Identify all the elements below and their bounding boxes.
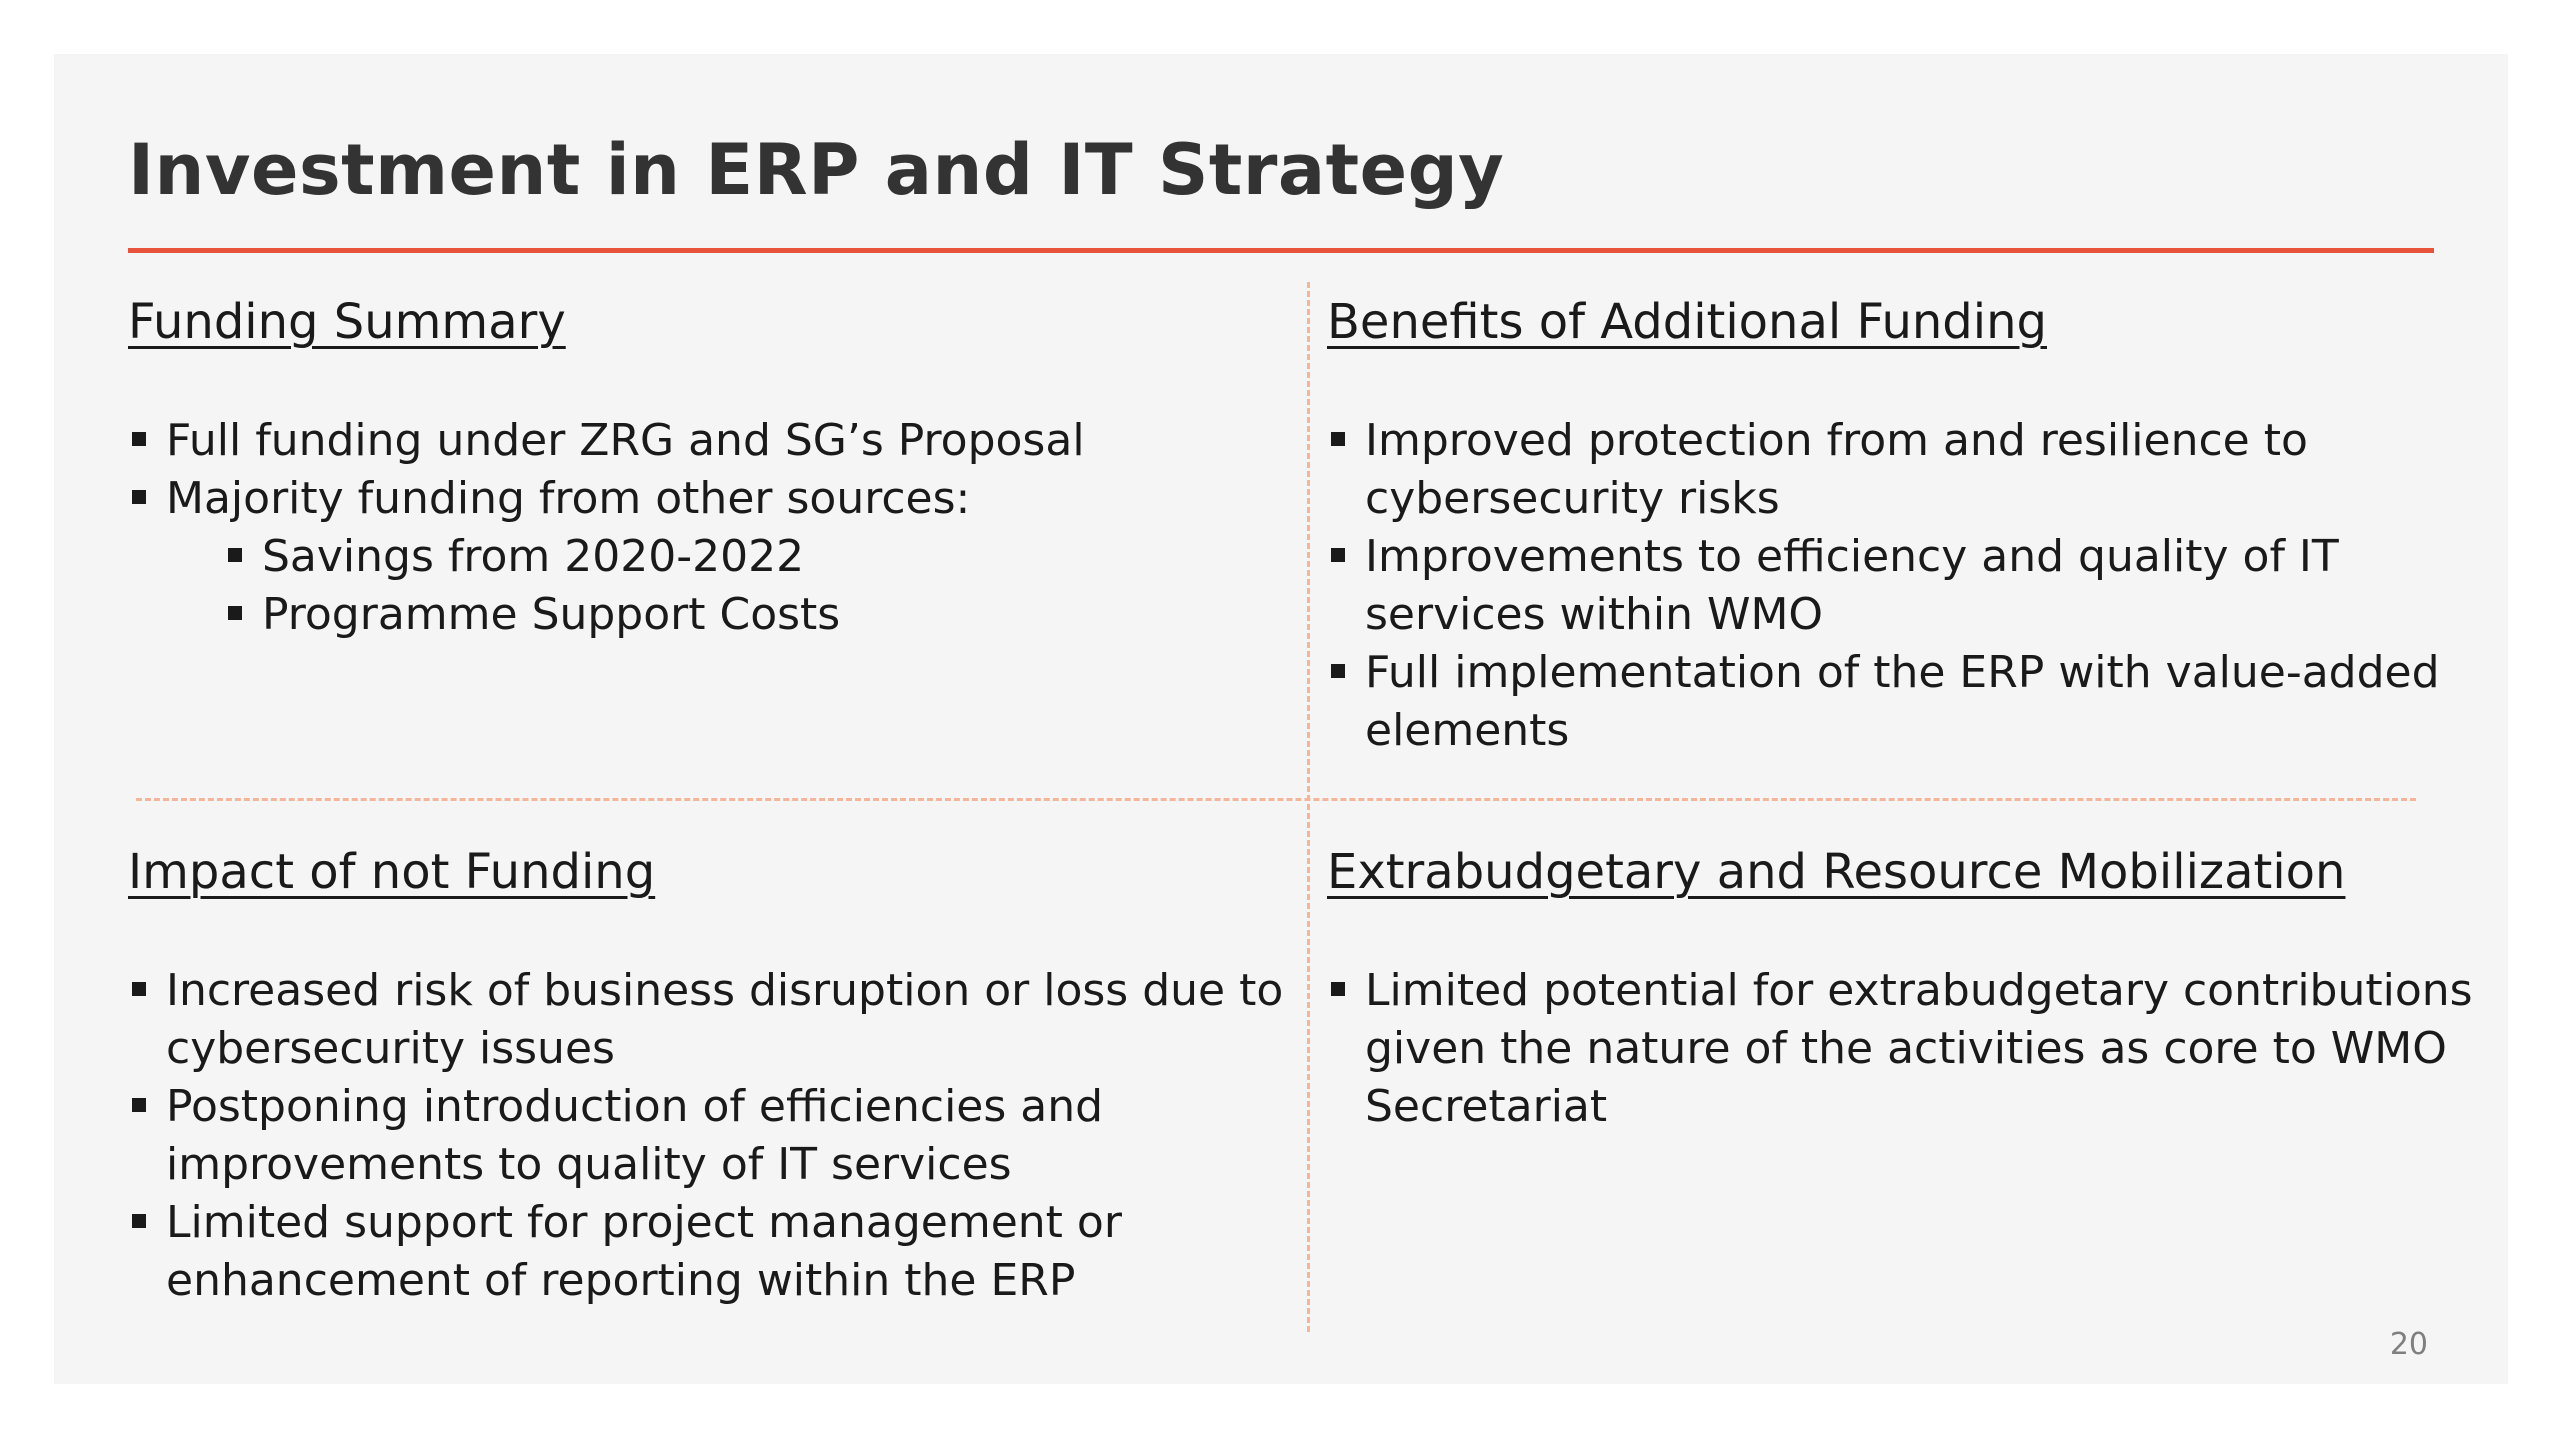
benefits-section: Benefits of Additional Funding Improved … xyxy=(1327,294,2477,760)
funding-summary-section: Funding Summary Full funding under ZRG a… xyxy=(128,294,1288,644)
list-item: Majority funding from other sources: xyxy=(128,470,1288,528)
sub-list-item: Programme Support Costs xyxy=(224,586,1288,644)
benefits-list: Improved protection from and resilience … xyxy=(1327,412,2477,760)
horizontal-divider xyxy=(136,798,2416,801)
list-item: Improved protection from and resilience … xyxy=(1327,412,2477,528)
slide: Investment in ERP and IT Strategy Fundin… xyxy=(54,54,2508,1384)
list-item: Limited potential for extrabudgetary con… xyxy=(1327,962,2487,1136)
funding-summary-heading: Funding Summary xyxy=(128,294,566,350)
list-item: Full funding under ZRG and SG’s Proposal xyxy=(128,412,1288,470)
vertical-divider xyxy=(1307,282,1310,1332)
extrabudgetary-section: Extrabudgetary and Resource Mobilization… xyxy=(1327,844,2487,1136)
benefits-heading: Benefits of Additional Funding xyxy=(1327,294,2047,350)
impact-section: Impact of not Funding Increased risk of … xyxy=(128,844,1298,1310)
slide-title: Investment in ERP and IT Strategy xyxy=(128,129,1505,211)
list-item: Full implementation of the ERP with valu… xyxy=(1327,644,2477,760)
list-item: Increased risk of business disruption or… xyxy=(128,962,1298,1078)
sub-list-item: Savings from 2020-2022 xyxy=(224,528,1288,586)
extrabudgetary-list: Limited potential for extrabudgetary con… xyxy=(1327,962,2487,1136)
funding-summary-list: Full funding under ZRG and SG’s Proposal… xyxy=(128,412,1288,644)
impact-list: Increased risk of business disruption or… xyxy=(128,962,1298,1310)
list-item: Postponing introduction of efficiencies … xyxy=(128,1078,1298,1194)
page-number: 20 xyxy=(2389,1327,2428,1362)
list-item: Limited support for project management o… xyxy=(128,1194,1298,1310)
impact-heading: Impact of not Funding xyxy=(128,844,656,900)
list-item: Improvements to efficiency and quality o… xyxy=(1327,528,2477,644)
extrabudgetary-heading: Extrabudgetary and Resource Mobilization xyxy=(1327,844,2346,900)
title-underline-rule xyxy=(128,248,2434,253)
